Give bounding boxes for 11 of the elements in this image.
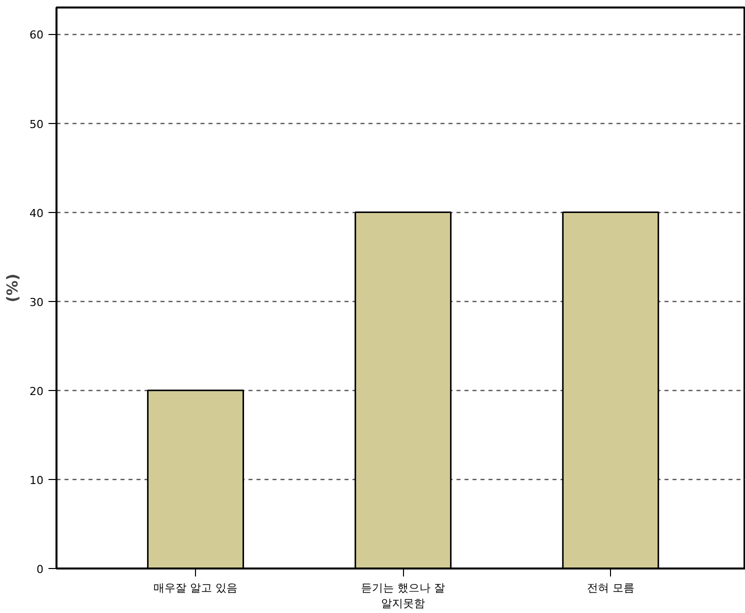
y-axis-title: (%) <box>4 274 22 302</box>
y-tick-label: 10 <box>30 474 44 487</box>
x-tick-label: 듣기는 했으나 잘 알지못함 <box>361 582 446 610</box>
y-tick-label: 50 <box>30 118 44 131</box>
y-tick-label: 40 <box>30 206 44 220</box>
x-tick-label: 매우잘 알고 있음 <box>154 582 238 594</box>
x-tick-label: 전혀 모름 <box>586 582 634 594</box>
y-tick-label: 30 <box>30 296 44 309</box>
y-tick-label: 20 <box>30 384 44 398</box>
y-tick-label: 0 <box>36 563 44 576</box>
y-tick-label: 60 <box>30 28 44 42</box>
